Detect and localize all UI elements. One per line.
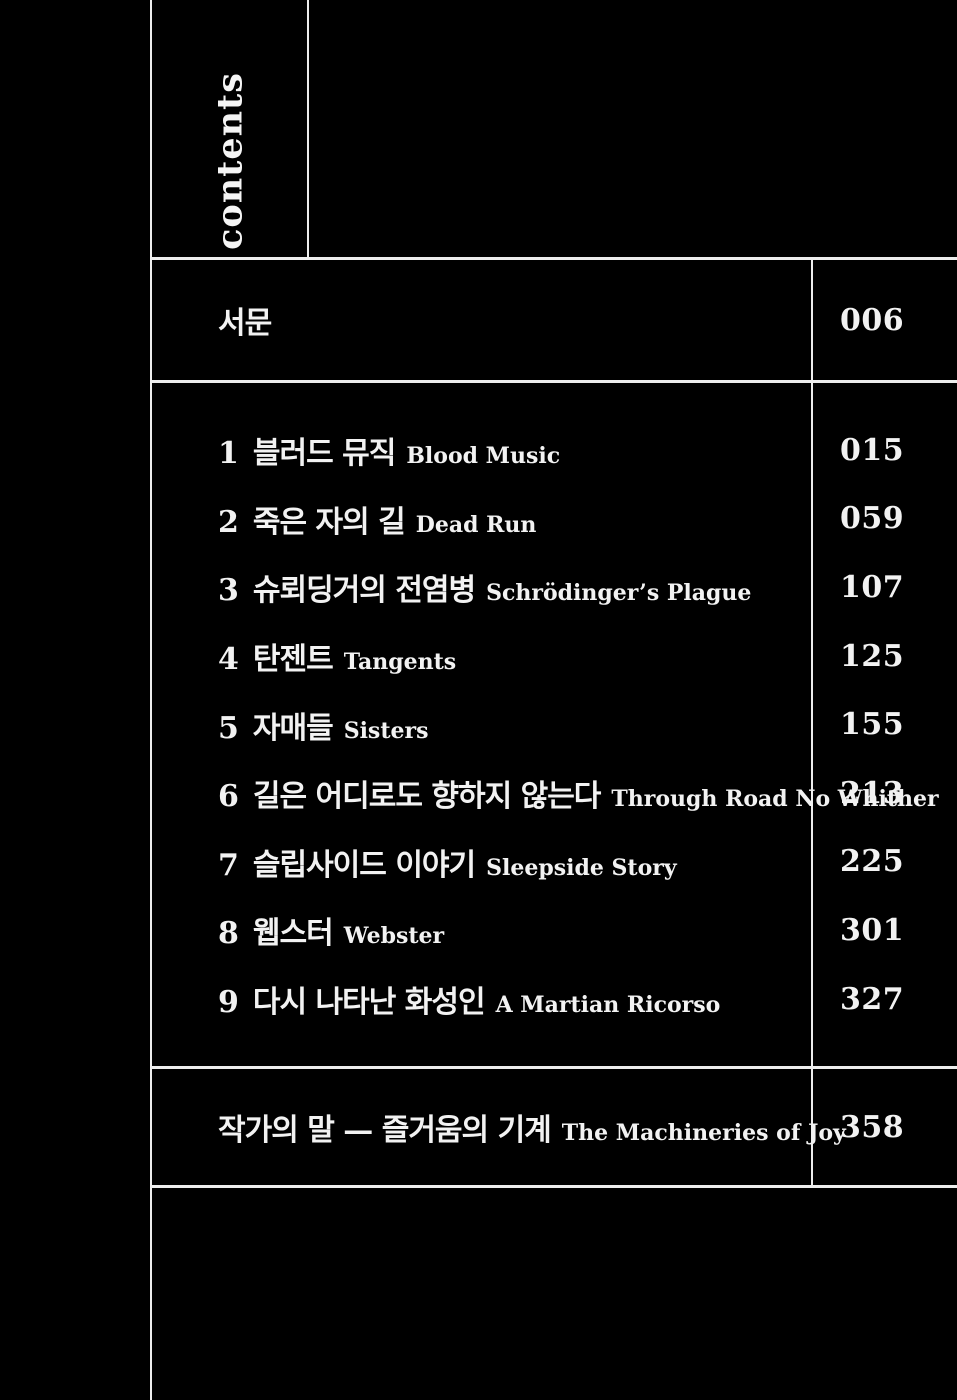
toc-entry-title-english: A Martian Ricorso <box>495 992 721 1019</box>
afterword-row: 작가의 말 — 즐거움의 기계 The Machineries of Joy 3… <box>152 1069 957 1185</box>
toc-entry-number: 6 <box>218 779 239 815</box>
toc-entry-title-english: Blood Music <box>406 443 561 470</box>
toc-row: 6 길은 어디로도 향하지 않는다 Through Road No Whithe… <box>152 759 957 828</box>
toc-entry-title-english: Sisters <box>343 717 429 744</box>
toc-title-cell: 1 블러드 뮤직 Blood Music <box>152 428 811 472</box>
toc-entry-number: 7 <box>218 847 239 883</box>
contents-title: contents <box>209 72 251 250</box>
toc-entry-title-korean: 길은 어디로도 향하지 않는다 <box>252 779 602 815</box>
toc-title-cell: 8 웹스터 Webster <box>152 908 811 952</box>
toc-title-cell: 9 다시 나타난 화성인 A Martian Ricorso <box>152 977 811 1021</box>
toc-entry-title-korean: 블러드 뮤직 <box>252 436 396 472</box>
toc-entry-number: 4 <box>218 642 239 678</box>
toc-entry-page-number: 225 <box>840 844 905 880</box>
table-border-top-horizontal <box>151 257 957 260</box>
toc-title-cell: 5 자매들 Sisters <box>152 703 811 747</box>
toc-entry-title-english: Webster <box>343 923 445 950</box>
toc-entry-title-korean: 죽은 자의 길 <box>252 504 406 540</box>
toc-row: 5 자매들 Sisters 155 <box>152 690 957 759</box>
toc-row: 3 슈뢰딩거의 전염병 Schrödinger’s Plague 107 <box>152 553 957 622</box>
toc-entry-title-korean: 자매들 <box>252 710 334 746</box>
toc-entry-title-korean: 웹스터 <box>252 916 334 952</box>
toc-entry-title-korean: 탄젠트 <box>252 642 334 678</box>
preface-title: 서문 <box>218 306 272 341</box>
toc-entry-page-number: 301 <box>840 912 905 948</box>
toc-entry-number: 2 <box>218 504 239 540</box>
table-border-header-vertical <box>307 0 309 258</box>
toc-row: 1 블러드 뮤직 Blood Music 015 <box>152 416 957 485</box>
toc-title-cell: 6 길은 어디로도 향하지 않는다 Through Road No Whithe… <box>152 771 939 815</box>
preface-page-number: 006 <box>840 302 905 338</box>
toc-entry-title-korean: 슬립사이드 이야기 <box>252 847 476 883</box>
toc-entry-number: 5 <box>218 710 239 746</box>
preface-title-cell: 서문 <box>152 298 811 342</box>
table-border-preface-horizontal <box>151 380 957 383</box>
toc-entry-number: 3 <box>218 573 239 609</box>
toc-entry-number: 9 <box>218 985 239 1021</box>
toc-entry-title-english: Through Road No Whither <box>611 786 939 813</box>
toc-title-cell: 7 슬립사이드 이야기 Sleepside Story <box>152 840 811 884</box>
toc-row: 8 웹스터 Webster 301 <box>152 896 957 965</box>
preface-row: 서문 006 <box>152 260 957 380</box>
afterword-title-english: The Machineries of Joy <box>561 1120 846 1146</box>
table-border-pages-vertical <box>811 257 813 1188</box>
toc-row: 2 죽은 자의 길 Dead Run 059 <box>152 485 957 554</box>
table-border-afterword-horizontal <box>151 1066 957 1069</box>
toc-entry-page-number: 155 <box>840 707 905 743</box>
toc-entry-page-number: 327 <box>840 981 905 1017</box>
toc-entry-title-korean: 다시 나타난 화성인 <box>252 985 486 1021</box>
afterword-title-cell: 작가의 말 — 즐거움의 기계 The Machineries of Joy <box>152 1105 846 1149</box>
toc-entry-number: 1 <box>218 436 239 472</box>
toc-title-cell: 4 탄젠트 Tangents <box>152 634 811 678</box>
toc-entry-page-number: 059 <box>840 501 905 537</box>
toc-title-cell: 3 슈뢰딩거의 전염병 Schrödinger’s Plague <box>152 565 811 609</box>
table-border-left-vertical <box>150 0 152 1400</box>
toc-entry-page-number: 015 <box>840 432 905 468</box>
toc-entry-title-english: Tangents <box>343 649 457 676</box>
toc-entry-title-english: Dead Run <box>415 511 537 538</box>
table-border-bottom-horizontal <box>151 1185 957 1188</box>
toc-entry-title-korean: 슈뢰딩거의 전염병 <box>252 573 476 609</box>
afterword-page-number: 358 <box>840 1109 905 1145</box>
toc-list: 1 블러드 뮤직 Blood Music 015 2 죽은 자의 길 Dead … <box>152 383 957 1066</box>
toc-row: 9 다시 나타난 화성인 A Martian Ricorso 327 <box>152 965 957 1034</box>
toc-entry-page-number: 125 <box>840 638 905 674</box>
afterword-title-korean: 작가의 말 — 즐거움의 기계 <box>218 1113 552 1148</box>
toc-entry-number: 8 <box>218 916 239 952</box>
toc-row: 7 슬립사이드 이야기 Sleepside Story 225 <box>152 828 957 897</box>
toc-entry-page-number: 107 <box>840 569 905 605</box>
toc-entry-page-number: 213 <box>840 775 905 811</box>
toc-row: 4 탄젠트 Tangents 125 <box>152 622 957 691</box>
toc-entry-title-english: Schrödinger’s Plague <box>486 580 752 607</box>
toc-title-cell: 2 죽은 자의 길 Dead Run <box>152 497 811 541</box>
toc-entry-title-english: Sleepside Story <box>486 854 677 881</box>
